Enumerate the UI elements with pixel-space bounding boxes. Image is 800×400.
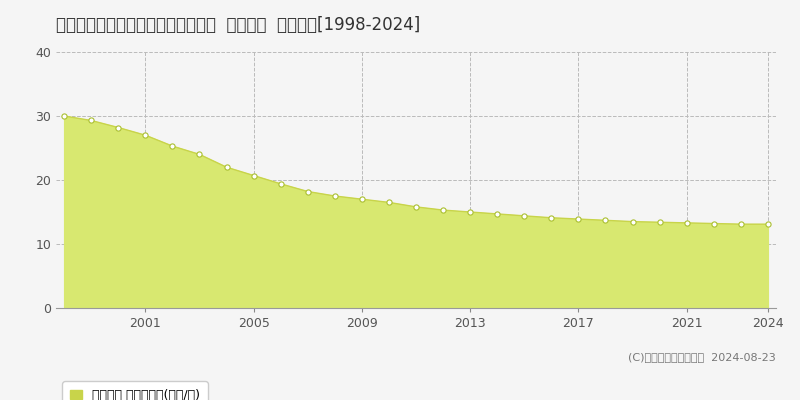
Point	[680, 220, 693, 226]
Point	[518, 213, 530, 219]
Point	[654, 219, 666, 226]
Point	[437, 207, 450, 213]
Point	[302, 188, 314, 195]
Point	[734, 221, 747, 227]
Text: 岐阜県岐阜市粟野東３丁目３４番外  地価公示  地価推移[1998-2024]: 岐阜県岐阜市粟野東３丁目３４番外 地価公示 地価推移[1998-2024]	[56, 16, 420, 34]
Point	[247, 172, 260, 179]
Legend: 地価公示 平均坪単価(万円/坪): 地価公示 平均坪単価(万円/坪)	[62, 381, 208, 400]
Point	[58, 113, 70, 119]
Point	[707, 220, 720, 227]
Point	[382, 199, 395, 206]
Point	[274, 181, 287, 187]
Point	[220, 164, 233, 170]
Point	[572, 216, 585, 222]
Point	[410, 204, 422, 210]
Point	[328, 193, 341, 199]
Point	[762, 221, 774, 227]
Point	[112, 124, 125, 131]
Point	[166, 143, 178, 149]
Point	[464, 209, 477, 215]
Point	[85, 117, 98, 124]
Point	[491, 211, 504, 217]
Point	[193, 151, 206, 158]
Point	[626, 218, 639, 225]
Point	[599, 217, 612, 224]
Text: (C)土地価格ドットコム  2024-08-23: (C)土地価格ドットコム 2024-08-23	[628, 352, 776, 362]
Point	[355, 196, 368, 202]
Point	[545, 214, 558, 221]
Point	[139, 132, 152, 138]
